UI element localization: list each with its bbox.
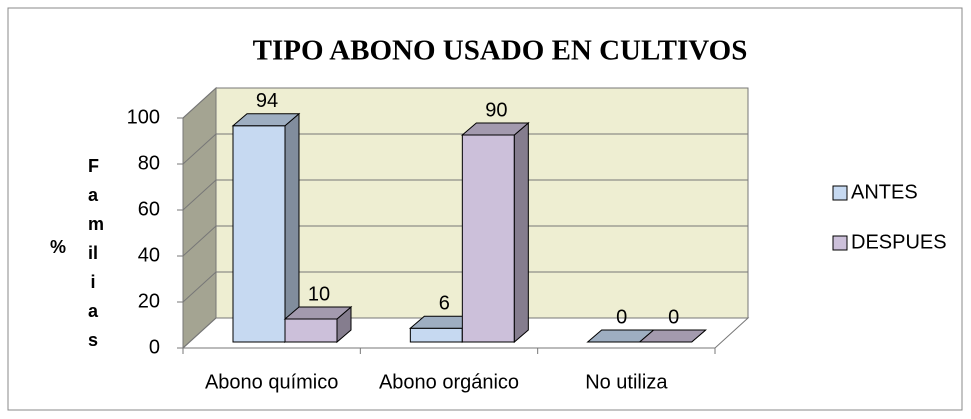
value-label: 0: [616, 306, 627, 328]
bar-side: [513, 121, 529, 344]
bar-top: [638, 329, 708, 343]
y-tick-label: 100: [127, 106, 160, 128]
legend-label: DESPUES: [851, 231, 947, 253]
bar-side: [284, 112, 300, 344]
bar-top: [283, 306, 353, 320]
side-wall: [182, 86, 217, 350]
grid-line: [182, 317, 748, 349]
bar: [460, 121, 530, 344]
bar-top: [231, 113, 301, 127]
value-label: 6: [439, 292, 450, 314]
legend-swatch: [832, 185, 848, 201]
bar-front: [284, 318, 338, 343]
bar: [638, 329, 708, 343]
x-tick-label: Abono orgánico: [379, 371, 519, 393]
x-tick-label: Abono químico: [205, 371, 338, 393]
grid-line: [182, 179, 748, 211]
bar: [283, 305, 353, 344]
legend-label: ANTES: [851, 181, 918, 203]
chart-title: TIPO ABONO USADO EN CULTIVOS: [253, 35, 748, 67]
x-tick-label: No utiliza: [585, 371, 668, 393]
value-label: 0: [668, 306, 679, 328]
y-tick-label: 0: [149, 336, 160, 358]
y-unit-label: %: [50, 237, 66, 257]
bar-front: [461, 134, 515, 343]
bar: [231, 112, 301, 344]
grid-line: [182, 271, 748, 303]
value-label: 94: [256, 90, 278, 112]
y-tick-label: 80: [138, 152, 160, 174]
grid-line: [182, 133, 748, 165]
legend-swatch: [832, 235, 848, 251]
y-tick-label: 20: [138, 290, 160, 312]
bar-front: [232, 125, 286, 343]
y-axis-label: Familias: [88, 156, 105, 350]
value-label: 90: [485, 99, 507, 121]
grid-line: [182, 87, 748, 119]
value-label: 10: [308, 283, 330, 305]
grid-line: [182, 225, 748, 257]
y-tick-label: 40: [138, 244, 160, 266]
bar-front: [409, 327, 463, 343]
y-tick-label: 60: [138, 198, 160, 220]
bar-top: [460, 122, 530, 136]
